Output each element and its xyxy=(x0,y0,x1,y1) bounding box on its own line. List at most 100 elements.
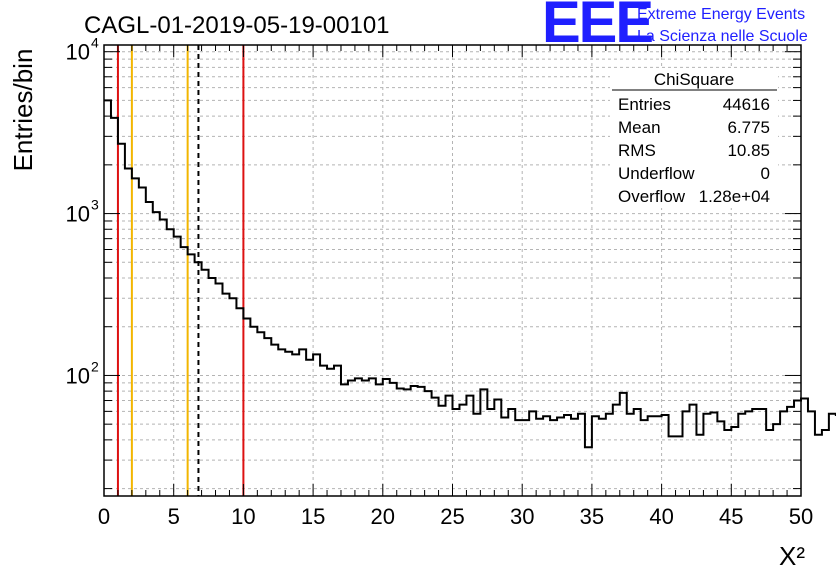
y-axis-label: Entries/bin xyxy=(8,49,38,172)
histogram-bin xyxy=(557,417,564,496)
histogram-bin xyxy=(759,409,766,496)
histogram-bin xyxy=(550,420,557,496)
stats-label: Entries xyxy=(618,95,671,114)
histogram-bin xyxy=(362,381,369,496)
histogram-bin xyxy=(801,399,808,496)
stats-label: RMS xyxy=(618,141,656,160)
histogram-bin xyxy=(292,354,299,496)
histogram-bin xyxy=(439,406,446,496)
histogram-bin xyxy=(271,345,278,496)
histogram-bin xyxy=(202,270,209,496)
histogram-bin xyxy=(278,349,285,496)
histogram-bin xyxy=(125,168,132,496)
histogram-bin xyxy=(285,352,292,496)
stats-label: Overflow xyxy=(618,187,686,206)
histogram-bin xyxy=(118,144,125,496)
histogram-bin xyxy=(341,384,348,496)
histogram-bin xyxy=(195,262,202,496)
x-tick-label: 20 xyxy=(371,504,395,529)
chart-title: CAGL-01-2019-05-19-00101 xyxy=(84,12,390,39)
eee-logo: EEE xyxy=(542,0,652,55)
histogram-bin xyxy=(703,414,710,496)
stats-label: Underflow xyxy=(618,164,695,183)
histogram-bin xyxy=(599,419,606,496)
histogram-bin xyxy=(257,332,264,496)
histogram-bin xyxy=(404,389,411,496)
histogram-bin xyxy=(766,430,773,496)
histogram-bin xyxy=(250,327,257,496)
histogram-bin xyxy=(808,411,815,496)
histogram-bin xyxy=(243,318,250,496)
stats-value: 10.85 xyxy=(727,141,770,160)
histogram-bin xyxy=(418,387,425,496)
x-tick-label: 10 xyxy=(231,504,255,529)
histogram-bin xyxy=(188,254,195,496)
histogram-bin xyxy=(738,414,745,496)
histogram-bin xyxy=(829,414,836,496)
histogram-bin xyxy=(696,435,703,496)
histogram-bin xyxy=(731,427,738,496)
y-tick-label: 10 xyxy=(66,363,90,388)
histogram-bin xyxy=(773,424,780,496)
histogram-bin xyxy=(662,415,669,496)
histogram-bin xyxy=(501,417,508,496)
histogram-bin xyxy=(146,202,153,496)
histogram-bin xyxy=(585,447,592,496)
histogram-bin xyxy=(634,409,641,496)
brand-line-2: La Scienza nelle Scuole xyxy=(637,28,808,45)
x-axis-label: X² xyxy=(779,541,805,571)
histogram-bin xyxy=(348,381,355,496)
histogram-bin xyxy=(571,419,578,496)
histogram-bin xyxy=(425,391,432,496)
histogram-bin xyxy=(111,118,118,496)
histogram-bin xyxy=(494,400,501,496)
histogram-bin xyxy=(216,283,223,496)
histogram-bin xyxy=(613,405,620,496)
histogram-bin xyxy=(397,389,404,496)
histogram-bin xyxy=(822,430,829,496)
histogram-bin xyxy=(815,435,822,496)
histogram-bin xyxy=(564,415,571,496)
histogram-bin xyxy=(432,398,439,496)
histogram-bin xyxy=(536,419,543,496)
histogram-bin xyxy=(459,405,466,496)
histogram-bin xyxy=(453,409,460,496)
histogram-bin xyxy=(717,421,724,496)
histogram-bin xyxy=(160,219,167,496)
histogram-bin xyxy=(508,409,515,496)
histogram-bin xyxy=(320,366,327,496)
histogram-bin xyxy=(411,386,418,496)
x-tick-label: 5 xyxy=(168,504,180,529)
histogram-bin xyxy=(724,430,731,496)
y-tick-label: 10 xyxy=(66,202,90,227)
x-tick-label: 25 xyxy=(440,504,464,529)
histogram-bin xyxy=(236,308,243,496)
histogram-bin xyxy=(209,278,216,496)
histogram-bin xyxy=(473,414,480,496)
brand-line-1: Extreme Energy Events xyxy=(637,6,805,23)
histogram-bin xyxy=(641,420,648,496)
x-tick-label: 45 xyxy=(719,504,743,529)
histogram-bin xyxy=(648,416,655,496)
histogram-bin xyxy=(529,411,536,496)
x-tick-label: 15 xyxy=(301,504,325,529)
x-tick-label: 50 xyxy=(789,504,813,529)
histogram-bin xyxy=(543,416,550,496)
histogram-bin xyxy=(222,294,229,496)
histogram-bin xyxy=(676,436,683,496)
histogram-bin xyxy=(369,378,376,496)
histogram-bin xyxy=(355,378,362,496)
stats-value: 0 xyxy=(761,164,770,183)
histogram-bin xyxy=(620,393,627,496)
histogram-bin xyxy=(229,298,236,496)
histogram-bin xyxy=(655,416,662,496)
histogram-bin xyxy=(466,396,473,496)
histogram-bin xyxy=(794,401,801,496)
histogram-bin xyxy=(299,349,306,496)
stats-title: ChiSquare xyxy=(654,70,734,89)
histogram-bin xyxy=(689,405,696,496)
histogram-bin xyxy=(522,420,529,496)
histogram-bin xyxy=(745,411,752,496)
